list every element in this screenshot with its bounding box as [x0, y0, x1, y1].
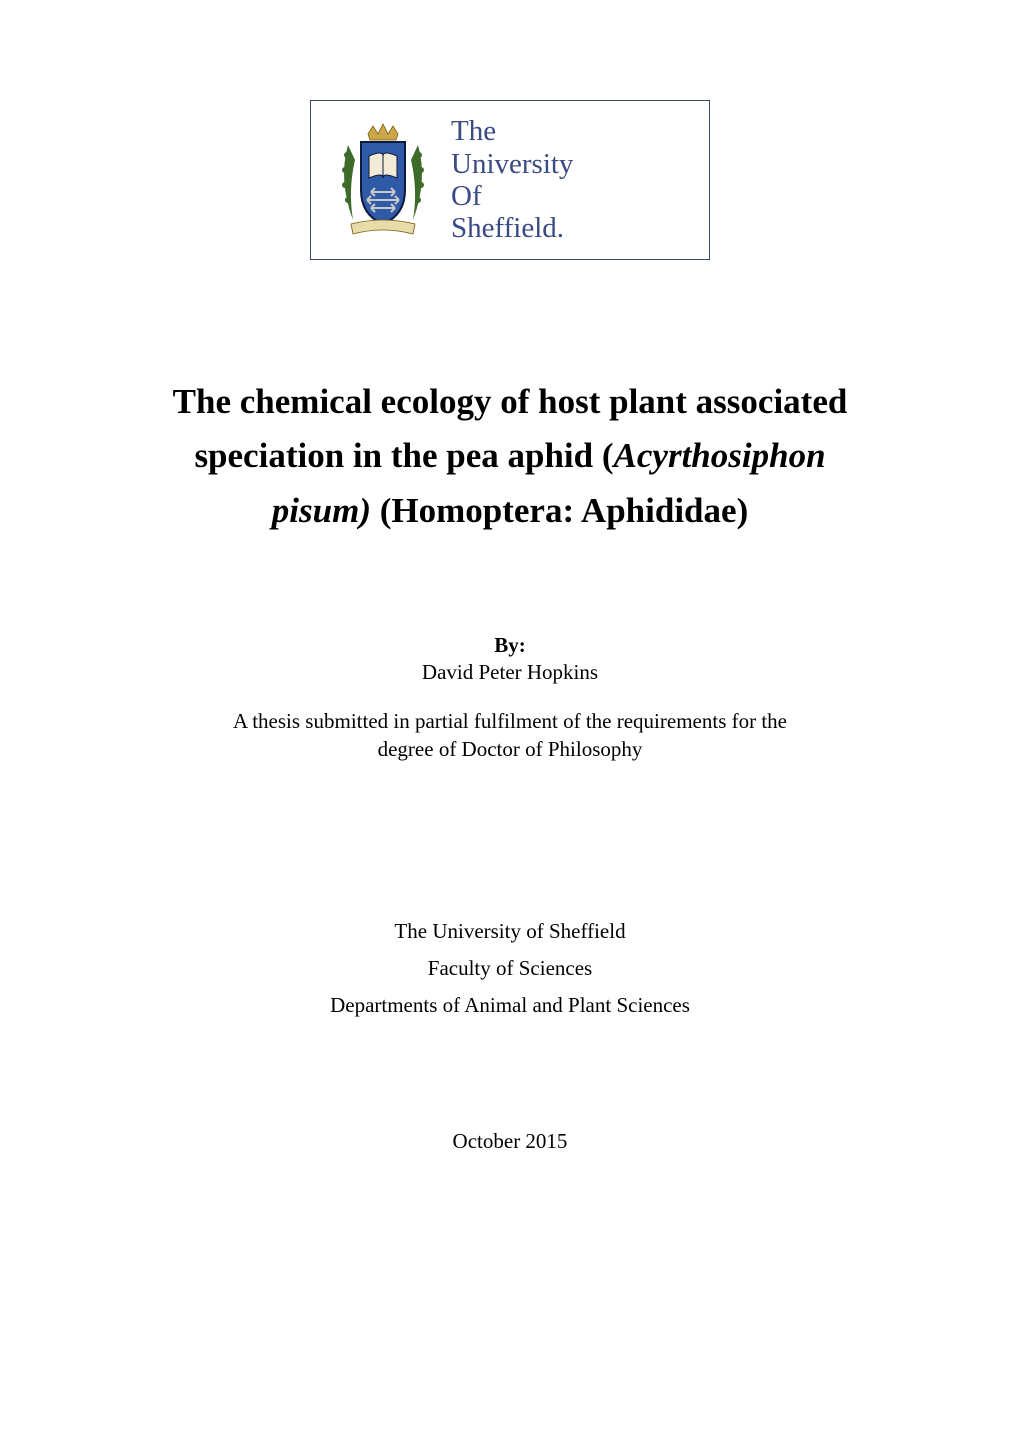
- logo-line-1: The: [451, 116, 573, 146]
- author-name: David Peter Hopkins: [110, 660, 910, 685]
- university-logo-text: The University Of Sheffield.: [451, 116, 573, 244]
- logo-line-3: Of: [451, 181, 573, 211]
- by-label: By:: [110, 633, 910, 658]
- logo-line-4: Sheffield.: [451, 213, 573, 243]
- thesis-title: The chemical ecology of host plant assoc…: [110, 375, 910, 538]
- submission-statement: A thesis submitted in partial fulfilment…: [110, 707, 910, 764]
- title-line-3a: (Homoptera: Aphididae: [371, 491, 737, 530]
- thesis-title-page: The University Of Sheffield. The chemica…: [0, 0, 1020, 1442]
- title-line-3b: ): [737, 491, 749, 530]
- title-line-3-italic: pisum): [272, 491, 371, 530]
- affiliation-block: The University of Sheffield Faculty of S…: [110, 913, 910, 1023]
- logo-line-2: University: [451, 149, 573, 179]
- title-line-2-italic: Acyrthosiphon: [614, 436, 826, 475]
- thesis-date: October 2015: [453, 1129, 568, 1153]
- title-line-2a: speciation in the pea aphid (: [194, 436, 613, 475]
- affiliation-line-1: The University of Sheffield: [110, 913, 910, 950]
- university-logo-block: The University Of Sheffield.: [310, 100, 710, 260]
- title-block: The chemical ecology of host plant assoc…: [110, 375, 910, 538]
- university-crest-icon: [333, 120, 433, 240]
- affiliation-line-2: Faculty of Sciences: [110, 950, 910, 987]
- statement-line-2: degree of Doctor of Philosophy: [378, 737, 643, 761]
- date-block: October 2015: [110, 1129, 910, 1154]
- affiliation-line-3: Departments of Animal and Plant Sciences: [110, 987, 910, 1024]
- title-line-1: The chemical ecology of host plant assoc…: [173, 382, 848, 421]
- author-block: By: David Peter Hopkins: [110, 633, 910, 685]
- statement-line-1: A thesis submitted in partial fulfilment…: [233, 709, 787, 733]
